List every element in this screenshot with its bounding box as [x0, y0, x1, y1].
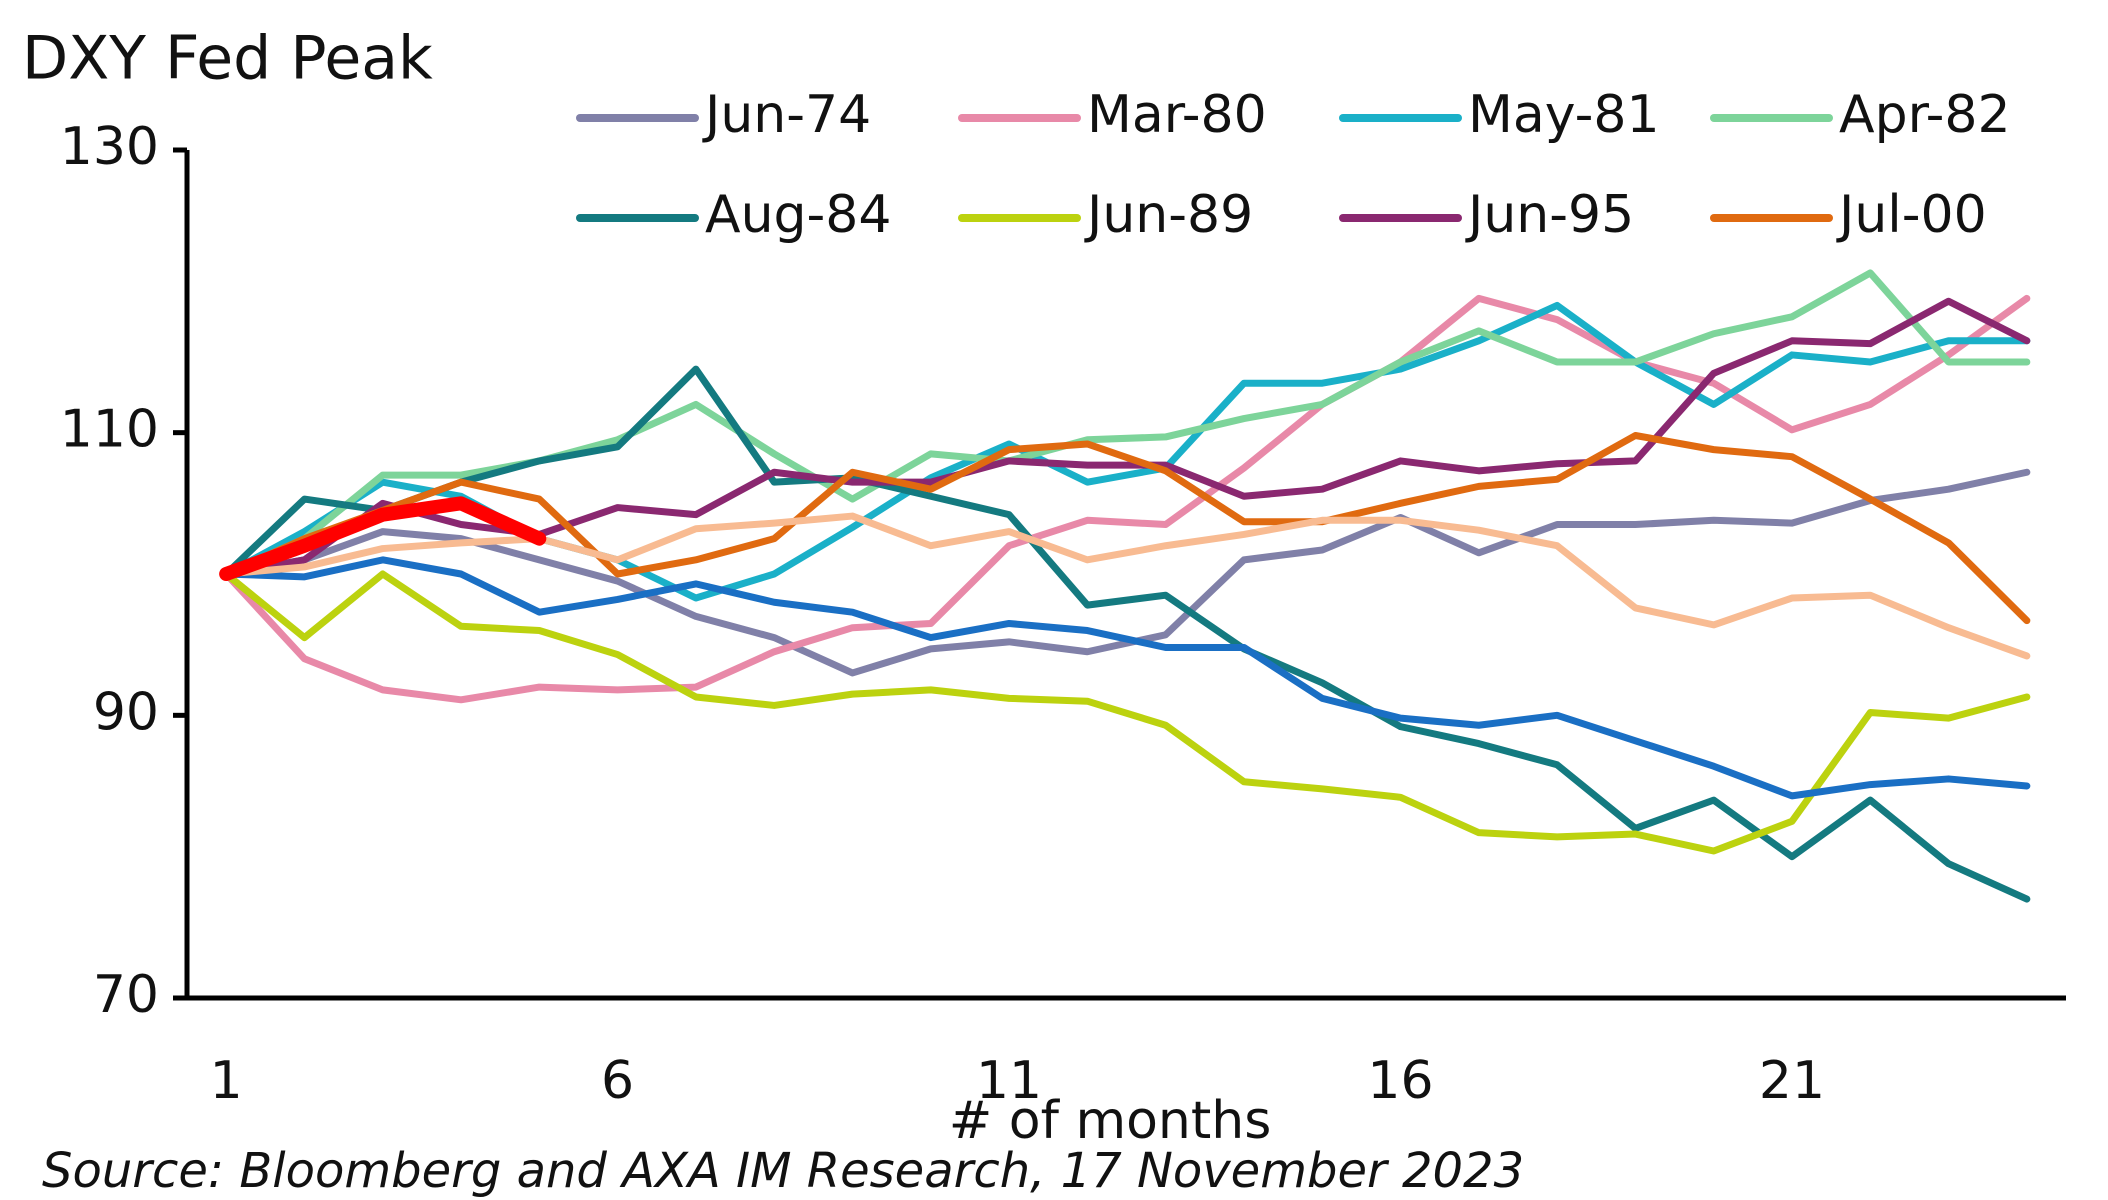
x-tick-label: 1: [210, 1051, 243, 1111]
legend-label: Apr-82: [1839, 85, 2011, 145]
y-tick-label: 70: [93, 965, 159, 1025]
data-line: [222, 512, 2031, 660]
x-tick-label: 16: [1367, 1051, 1433, 1111]
legend-label: Jun-95: [1465, 185, 1634, 245]
source-note: Source: Bloomberg and AXA IM Research, 1…: [42, 1143, 1524, 1199]
y-tick-label: 130: [60, 117, 159, 177]
y-tick-label: 110: [60, 400, 159, 460]
chart-title: DXY Fed Peak: [22, 24, 433, 94]
data-line: [222, 570, 2031, 855]
data-line: [219, 496, 547, 581]
x-tick-label: 21: [1759, 1051, 1825, 1111]
legend-label: Jun-74: [702, 85, 871, 145]
data-line: [222, 294, 2031, 704]
x-axis-label: # of months: [949, 1091, 1272, 1151]
data-line: [222, 431, 2031, 625]
y-tick-label: 90: [93, 682, 159, 742]
legend-label: Jun-89: [1084, 185, 1253, 245]
x-tick-label: 6: [601, 1051, 634, 1111]
legend-label: May-81: [1468, 85, 1660, 145]
legend-label: Aug-84: [705, 185, 891, 245]
legend-label: Mar-80: [1087, 85, 1267, 145]
data-line: [222, 556, 2031, 800]
legend-label: Jul-00: [1836, 185, 1987, 245]
data-line: [222, 468, 2031, 677]
data-line: [222, 365, 2031, 903]
x-tick-label: 11: [976, 1051, 1042, 1111]
